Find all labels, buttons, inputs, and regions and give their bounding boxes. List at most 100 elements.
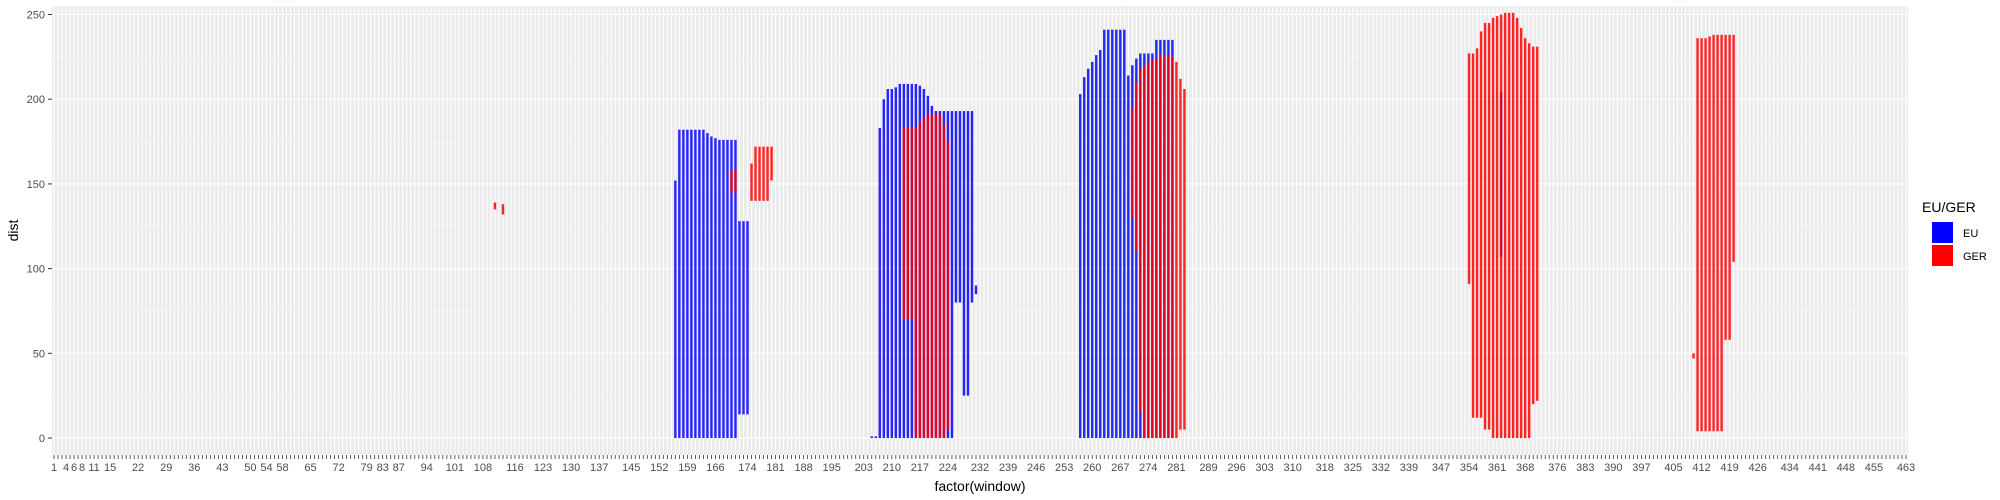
bar (1127, 75, 1130, 439)
bar (734, 170, 737, 193)
bar (1732, 34, 1735, 262)
bar (1491, 17, 1495, 439)
x-tick-label: 253 (1055, 462, 1073, 474)
x-tick-label: 195 (823, 462, 841, 474)
bar (698, 129, 701, 439)
bar (934, 114, 938, 439)
bar (706, 133, 709, 439)
bar (1139, 68, 1142, 413)
bar (746, 221, 749, 415)
x-tick-label: 83 (377, 462, 389, 474)
bar (1155, 58, 1158, 439)
x-tick-label: 15 (104, 462, 116, 474)
bar (1135, 82, 1138, 252)
bar (1724, 34, 1727, 340)
bar (1700, 38, 1703, 432)
bar (1087, 68, 1090, 439)
bar (1183, 89, 1186, 430)
x-tick-label: 101 (446, 462, 464, 474)
x-tick-label: 310 (1283, 462, 1301, 474)
x-axis: 1 4 6 8 11 15 22 29 36 43 50 54 58 65 72 79 83 87 94 101 108… (51, 455, 1915, 474)
x-tick-label: 210 (883, 462, 901, 474)
bar (1523, 38, 1527, 439)
x-tick-label: 79 (361, 462, 373, 474)
bar (958, 111, 962, 303)
y-tick-label: 250 (27, 9, 45, 21)
bar (1167, 55, 1170, 439)
x-tick-label: 339 (1400, 462, 1418, 474)
bar (1159, 55, 1162, 439)
bar (926, 114, 930, 439)
x-tick-label: 50 (244, 462, 256, 474)
bar (1115, 29, 1118, 439)
bar (1511, 12, 1515, 439)
x-tick-label: 43 (216, 462, 228, 474)
bar (1728, 34, 1731, 340)
bar (1503, 12, 1507, 439)
bar (1519, 28, 1523, 439)
series-ger (493, 12, 1735, 439)
bar (501, 204, 505, 215)
bar (902, 127, 906, 320)
x-tick-label: 434 (1781, 462, 1799, 474)
bar (1499, 14, 1503, 439)
x-tick-label: 419 (1720, 462, 1738, 474)
x-tick-label: 58 (276, 462, 288, 474)
bar (970, 111, 974, 303)
x-tick-label: 426 (1748, 462, 1766, 474)
x-tick-label: 303 (1255, 462, 1273, 474)
x-tick-label: 397 (1632, 462, 1650, 474)
y-tick-label: 50 (33, 348, 45, 360)
x-tick-label: 289 (1199, 462, 1217, 474)
bar (694, 129, 697, 439)
x-tick-label: 354 (1460, 462, 1478, 474)
x-tick-label: 108 (474, 462, 492, 474)
bar (898, 83, 902, 439)
bar (1091, 61, 1094, 439)
bar (770, 146, 773, 181)
x-tick-label: 390 (1604, 462, 1622, 474)
x-tick-label: 11 (88, 462, 99, 474)
x-tick-label: 376 (1548, 462, 1566, 474)
bar (1471, 53, 1475, 418)
bar (890, 89, 894, 439)
bar (954, 111, 958, 303)
x-tick-label: 188 (794, 462, 812, 474)
bar (762, 146, 765, 201)
bar (702, 129, 705, 439)
bar (1507, 12, 1511, 439)
x-tick-label: 130 (562, 462, 580, 474)
bar (722, 139, 725, 439)
bar (730, 170, 733, 193)
x-tick-label: 203 (855, 462, 873, 474)
x-tick-label: 217 (911, 462, 929, 474)
x-tick-label: 159 (678, 462, 696, 474)
bar (1083, 77, 1086, 439)
x-tick-label: 116 (506, 462, 524, 474)
x-tick-label: 318 (1316, 462, 1334, 474)
x-axis-title: factor(window) (934, 478, 1025, 494)
bar (930, 114, 934, 439)
x-tick-label: 260 (1083, 462, 1101, 474)
bar (1515, 17, 1519, 439)
bar (1720, 34, 1723, 432)
bar (1147, 61, 1150, 439)
bar (966, 111, 970, 396)
bar (493, 202, 497, 210)
y-tick-label: 150 (27, 179, 45, 191)
bar (1704, 38, 1707, 432)
bar (882, 99, 885, 439)
x-tick-label: 347 (1432, 462, 1450, 474)
bar (686, 129, 689, 439)
legend-key-ger (1932, 245, 1953, 266)
bar (726, 139, 729, 439)
y-tick-label: 200 (27, 94, 45, 106)
y-tick-label: 0 (39, 433, 45, 445)
x-tick-label: 455 (1865, 462, 1883, 474)
bar (734, 139, 737, 439)
bar (1531, 46, 1535, 405)
x-tick-label: 6 (71, 462, 77, 474)
bar (1143, 65, 1146, 439)
x-tick-label: 281 (1167, 462, 1185, 474)
bar (1483, 22, 1487, 430)
